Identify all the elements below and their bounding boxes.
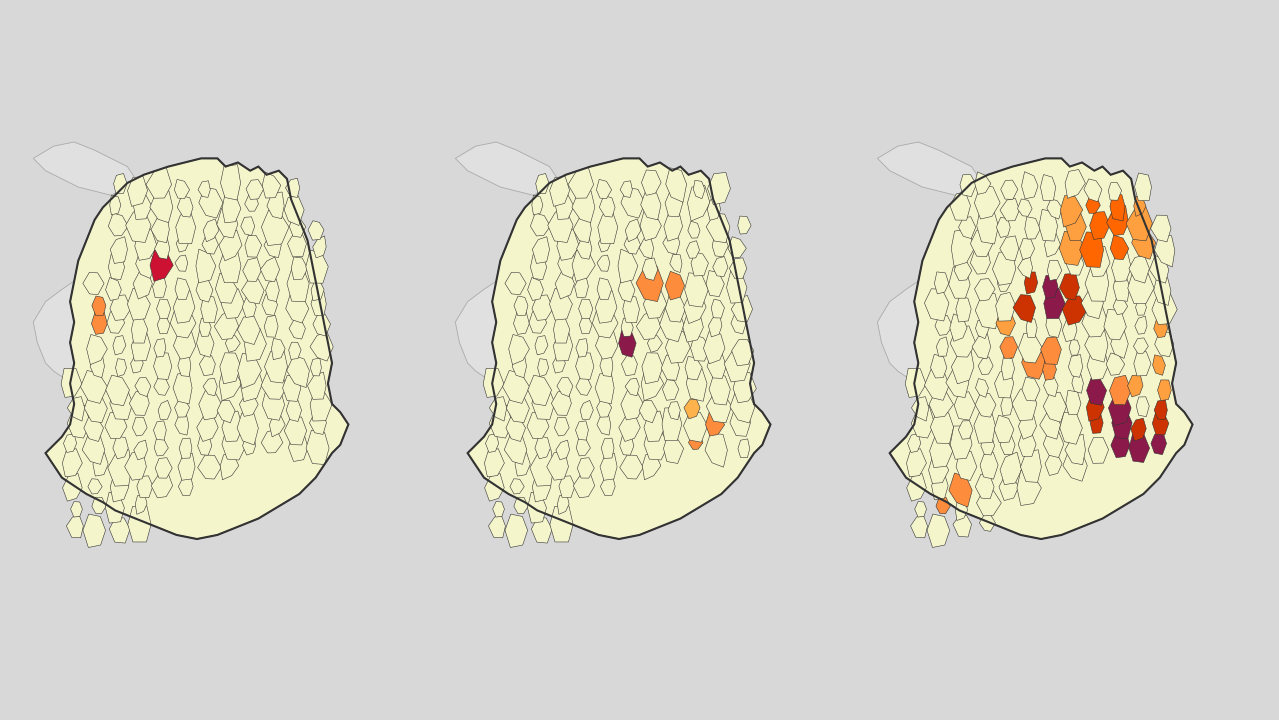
Polygon shape	[455, 282, 504, 379]
Polygon shape	[46, 158, 348, 539]
Polygon shape	[33, 282, 82, 379]
Polygon shape	[877, 142, 980, 195]
Polygon shape	[877, 282, 926, 379]
Polygon shape	[468, 158, 770, 539]
Polygon shape	[33, 142, 136, 195]
Polygon shape	[890, 158, 1192, 539]
Polygon shape	[455, 142, 558, 195]
